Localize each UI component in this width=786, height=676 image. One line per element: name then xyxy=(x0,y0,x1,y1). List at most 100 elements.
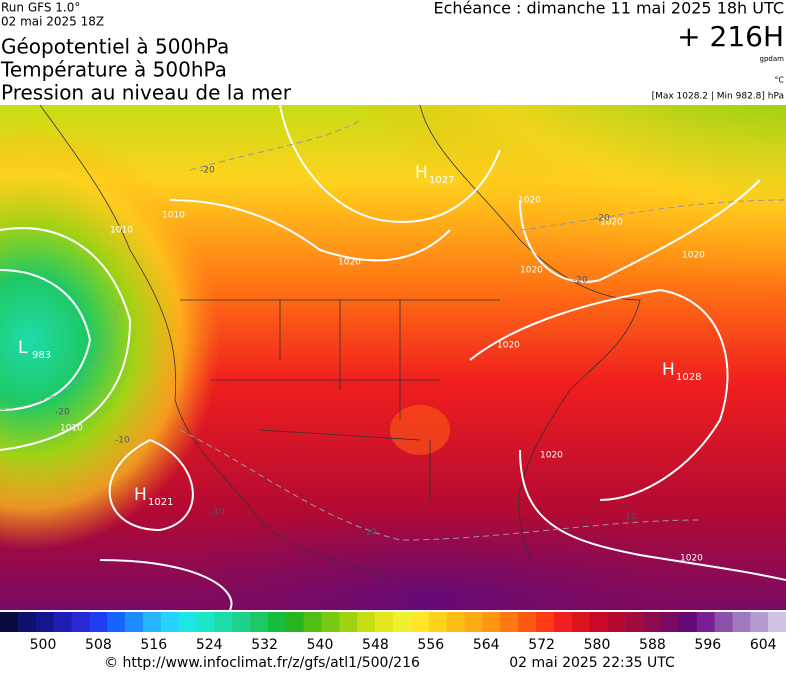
colorbar-label: 564 xyxy=(473,637,500,653)
isotherm-label: -10 xyxy=(210,508,225,518)
isotherms xyxy=(0,119,786,541)
title: Géopotentiel à 500hPa xyxy=(1,35,229,59)
colorbar-swatch xyxy=(53,612,72,632)
map-shade xyxy=(390,405,450,455)
colorbar-swatch xyxy=(660,612,680,632)
isobar-label: 1020 xyxy=(338,258,361,268)
colorbar-swatch xyxy=(732,612,751,632)
colorbar-swatch xyxy=(285,612,304,632)
colorbar-swatch xyxy=(375,612,394,632)
run: Run GFS 1.0° xyxy=(1,1,80,15)
colorbar-swatch xyxy=(232,612,251,632)
pressure-center-letter: H xyxy=(134,485,147,505)
colorbar-swatch xyxy=(589,612,608,632)
pressure-center-letter: L xyxy=(18,338,28,358)
colorbar-swatch xyxy=(0,612,19,632)
colorbar-swatch xyxy=(643,612,662,632)
isobar-label: 1010 xyxy=(110,226,133,236)
colorbar-label: 556 xyxy=(417,637,444,653)
isotherm-label: -20 xyxy=(200,166,215,176)
colorbar-swatch xyxy=(196,612,215,632)
colorbar-label: 604 xyxy=(750,637,777,653)
isobar-label: 1020 xyxy=(600,218,623,228)
pressure-center-letter: H xyxy=(415,163,428,183)
colorbar-swatch xyxy=(125,612,144,632)
colorbar-label: 508 xyxy=(85,637,112,653)
colorbar-label: 500 xyxy=(30,637,57,653)
echeance: Echéance : dimanche 11 mai 2025 18h UTC xyxy=(433,0,784,18)
colorbar-swatch xyxy=(428,612,447,632)
colorbar-swatch xyxy=(768,612,786,632)
colorbar-swatch xyxy=(267,612,287,632)
colorbar-swatch xyxy=(160,612,179,632)
colorbar-label: 516 xyxy=(140,637,167,653)
colorbar-swatch xyxy=(35,612,54,632)
colorbar-swatch xyxy=(518,612,537,632)
run-date: 02 mai 2025 18Z xyxy=(1,15,104,29)
colorbar-swatch xyxy=(607,612,626,632)
colorbar-swatch xyxy=(714,612,733,632)
colorbar-label: 588 xyxy=(639,637,666,653)
unit: °C xyxy=(774,76,784,85)
map-shade xyxy=(0,130,220,550)
colorbar: 500 508 516 524 532 540 548 556 564 572 580 588 596 6… xyxy=(0,612,786,653)
colorbar-swatch xyxy=(107,612,126,632)
colorbar-swatch xyxy=(678,612,697,632)
colorbar-swatch xyxy=(553,612,572,632)
source-url: © http://www.infoclimat.fr/z/gfs/atl1/50… xyxy=(104,655,420,671)
isotherm-label: -20 xyxy=(55,408,70,418)
lead-time: + 216H xyxy=(677,20,784,53)
isotherm-label: -10 xyxy=(362,528,377,538)
pressure-center-letter: H xyxy=(662,360,675,380)
colorbar-swatch xyxy=(357,612,376,632)
colorbar-swatch xyxy=(89,612,108,632)
map-shade xyxy=(320,105,786,335)
colorbar-swatch xyxy=(178,612,197,632)
pressure-center-value: 1027 xyxy=(429,175,454,186)
isotherm-label: -10 xyxy=(622,513,637,523)
colorbar-label: 596 xyxy=(694,637,721,653)
pressure-center-value: 1028 xyxy=(676,372,701,383)
footer: © http://www.infoclimat.fr/z/gfs/atl1/50… xyxy=(104,655,675,671)
colorbar-label: 548 xyxy=(362,637,389,653)
coastlines xyxy=(39,105,641,581)
colorbar-swatch xyxy=(482,612,501,632)
isobar-label: 1020 xyxy=(520,266,543,276)
colorbar-swatch xyxy=(625,612,644,632)
colorbar-swatch xyxy=(571,612,590,632)
colorbar-label: 540 xyxy=(307,637,334,653)
header: Run GFS 1.0° 02 mai 2025 18Z Géopotentie… xyxy=(0,0,784,105)
isobar-label: 1020 xyxy=(680,554,703,564)
isobars xyxy=(0,105,786,610)
colorbar-label: 532 xyxy=(251,637,278,653)
pressure-range: [Max 1028.2 | Min 982.8] hPa xyxy=(652,92,784,102)
colorbar-swatch xyxy=(17,612,37,632)
map-shade xyxy=(100,510,760,610)
isobar-label: 1020 xyxy=(518,196,541,206)
isotherm-label: -20 xyxy=(595,214,610,224)
pressure-center-value: 983 xyxy=(32,350,51,361)
isotherm-label: -10 xyxy=(115,436,130,446)
colorbar-swatch xyxy=(393,612,412,632)
colorbar-swatch xyxy=(142,612,162,632)
isotherm-label: -20 xyxy=(573,276,588,286)
colorbar-label: 524 xyxy=(196,637,223,653)
isobar-label: 1010 xyxy=(162,211,185,221)
title: Pression au niveau de la mer xyxy=(1,81,292,105)
colorbar-swatch xyxy=(250,612,269,632)
colorbar-swatch xyxy=(303,612,322,632)
colorbar-label: 580 xyxy=(584,637,611,653)
title: Température à 500hPa xyxy=(0,58,227,82)
colorbar-swatch xyxy=(535,612,555,632)
colorbar-label: 572 xyxy=(528,637,555,653)
isobar-label: 1020 xyxy=(540,451,563,461)
isobar-label: 1020 xyxy=(497,341,520,351)
colorbar-swatch xyxy=(321,612,340,632)
colorbar-swatch xyxy=(410,612,430,632)
colorbar-swatch xyxy=(464,612,483,632)
generated-time: 02 mai 2025 22:35 UTC xyxy=(509,655,675,671)
colorbar-swatch xyxy=(71,612,90,632)
